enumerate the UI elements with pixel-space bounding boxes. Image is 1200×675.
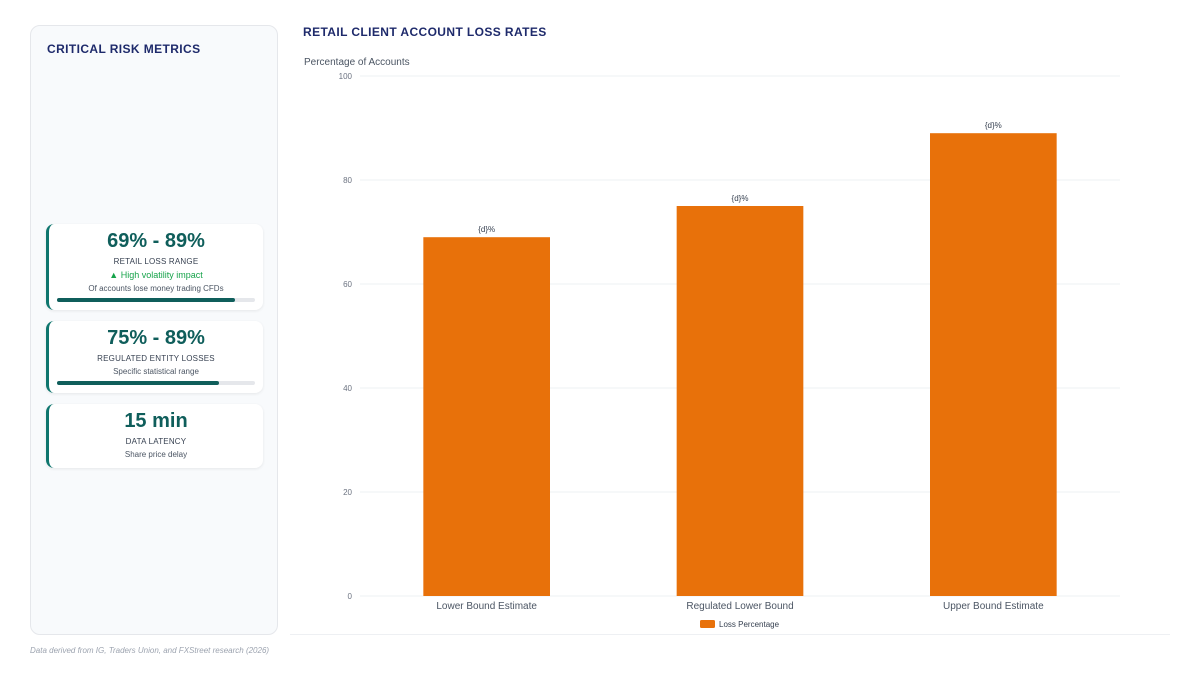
y-axis-label: Percentage of Accounts: [304, 57, 410, 68]
x-tick-label: Lower Bound Estimate: [436, 601, 537, 612]
chart-title: RETAIL CLIENT ACCOUNT LOSS RATES: [303, 25, 547, 39]
y-tick-label: 80: [343, 176, 352, 185]
progress-bar-fill: [57, 298, 236, 302]
x-tick-label: Regulated Lower Bound: [686, 601, 793, 612]
legend-label: Loss Percentage: [719, 620, 780, 629]
divider: [290, 634, 1170, 635]
y-tick-label: 100: [339, 72, 353, 81]
bar: [930, 133, 1057, 596]
risk-metrics-panel: CRITICAL RISK METRICS 69% - 89% RETAIL L…: [30, 25, 278, 635]
metric-card-data-latency: 15 min DATA LATENCY Share price delay: [46, 404, 263, 468]
panel-title: CRITICAL RISK METRICS: [47, 42, 201, 56]
metric-trend: ▲ High volatility impact: [109, 270, 203, 280]
y-tick-label: 40: [343, 384, 352, 393]
metric-subtext: Of accounts lose money trading CFDs: [88, 284, 224, 293]
bar: [676, 206, 804, 596]
legend-swatch: [700, 620, 715, 628]
metric-card-regulated-losses: 75% - 89% REGULATED ENTITY LOSSES Specif…: [46, 321, 263, 393]
metric-label: DATA LATENCY: [125, 437, 187, 446]
progress-bar-fill: [57, 381, 220, 385]
metric-card-retail-loss: 69% - 89% RETAIL LOSS RANGE ▲ High volat…: [46, 224, 263, 310]
metric-label: RETAIL LOSS RANGE: [113, 257, 199, 266]
bar: [423, 237, 550, 596]
metric-value: 75% - 89%: [107, 327, 205, 349]
bar-chart: 0 20 40 60 80 100 {d}% Lower Bound Estimate {d}%…: [339, 72, 1120, 629]
data-label: {d}%: [478, 225, 495, 234]
x-tick-label: Upper Bound Estimate: [943, 601, 1044, 612]
metric-value: 15 min: [124, 410, 188, 432]
metric-subtext: Share price delay: [124, 450, 188, 459]
data-label: {d}%: [985, 121, 1002, 130]
progress-bar: [57, 381, 255, 385]
data-label: {d}%: [732, 194, 749, 203]
progress-bar: [57, 298, 255, 302]
y-tick-label: 60: [343, 280, 352, 289]
metric-subtext: Specific statistical range: [113, 367, 199, 376]
y-tick-label: 0: [348, 592, 353, 601]
source-footnote: Data derived from IG, Traders Union, and…: [30, 646, 270, 655]
y-tick-label: 20: [343, 488, 352, 497]
metric-label: REGULATED ENTITY LOSSES: [97, 354, 215, 363]
metric-value: 69% - 89%: [107, 230, 205, 252]
